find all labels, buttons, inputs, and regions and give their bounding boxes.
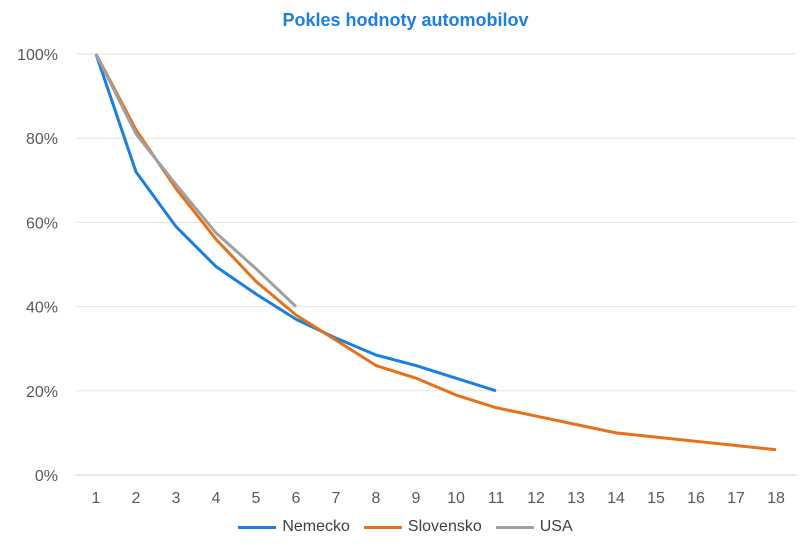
- legend-swatch: [238, 525, 277, 529]
- x-tick-label: 14: [607, 490, 625, 507]
- x-tick-label: 3: [172, 490, 181, 507]
- series-lines: [94, 53, 777, 452]
- x-tick-label: 16: [687, 490, 705, 507]
- y-tick-label: 80%: [26, 131, 58, 148]
- y-tick-label: 40%: [26, 300, 58, 317]
- series-line-slovensko: [94, 53, 777, 452]
- x-tick-label: 12: [527, 490, 545, 507]
- gridlines: [76, 53, 796, 476]
- chart-title: Pokles hodnoty automobilov: [282, 10, 529, 30]
- legend-label: Slovensko: [407, 518, 482, 535]
- x-tick-label: 18: [767, 490, 785, 507]
- x-tick-label: 5: [252, 490, 261, 507]
- x-tick-label: 11: [488, 490, 505, 507]
- x-tick-label: 4: [212, 490, 221, 507]
- y-tick-label: 100%: [17, 47, 58, 64]
- series-line-usa: [94, 53, 298, 308]
- legend-swatch: [363, 525, 402, 529]
- legend-label: Nemecko: [282, 518, 350, 535]
- y-tick-label: 20%: [26, 384, 58, 401]
- x-tick-label: 15: [647, 490, 665, 507]
- x-tick-label: 13: [567, 490, 585, 507]
- legend: Nemecko Slovensko USA: [0, 518, 811, 536]
- x-axis-ticks: 1 2 3 4 5 6 7 8 9 10 11 12 13 14 15 16 17 18: [92, 490, 785, 507]
- x-tick-label: 2: [132, 490, 141, 507]
- legend-item-usa: USA: [495, 518, 573, 536]
- legend-label: USA: [539, 518, 573, 535]
- y-tick-label: 60%: [26, 215, 58, 232]
- x-tick-label: 7: [332, 490, 341, 507]
- x-tick-label: 10: [447, 490, 465, 507]
- x-tick-label: 8: [372, 490, 381, 507]
- y-tick-label: 0%: [35, 468, 58, 485]
- legend-item-nemecko: Nemecko: [238, 518, 350, 536]
- series-line-nemecko: [94, 53, 497, 393]
- legend-swatch: [495, 525, 534, 529]
- x-tick-label: 9: [412, 490, 421, 507]
- y-axis-ticks: 0% 20% 40% 60% 80% 100%: [17, 47, 58, 485]
- x-tick-label: 6: [292, 490, 301, 507]
- x-tick-label: 1: [92, 490, 101, 507]
- x-tick-label: 17: [727, 490, 745, 507]
- legend-item-slovensko: Slovensko: [363, 518, 482, 536]
